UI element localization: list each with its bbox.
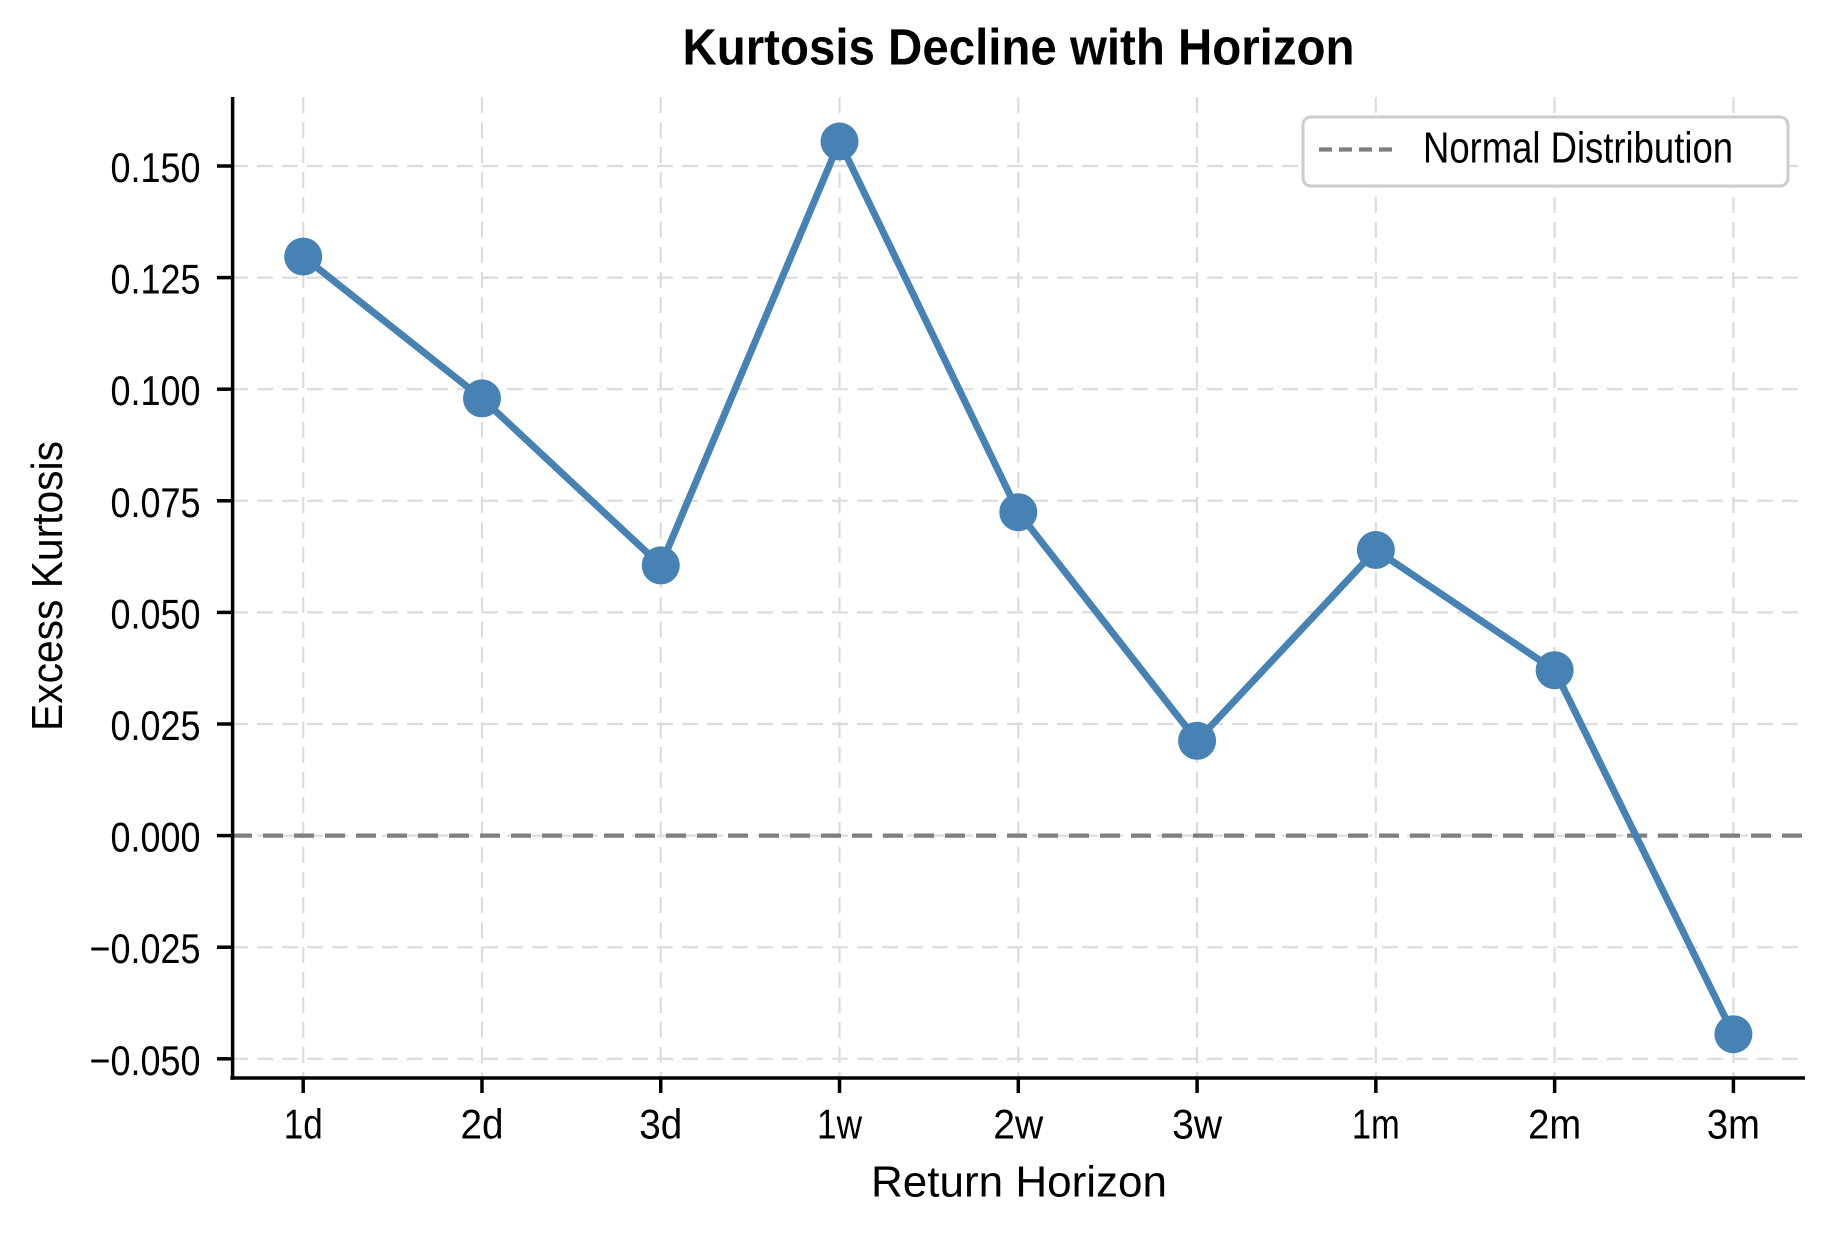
svg-text:−0.050: −0.050 xyxy=(90,1037,201,1084)
svg-text:2d: 2d xyxy=(460,1101,503,1148)
svg-text:0.050: 0.050 xyxy=(111,590,201,637)
svg-text:0.000: 0.000 xyxy=(111,814,201,861)
svg-text:2m: 2m xyxy=(1528,1101,1581,1148)
svg-text:0.100: 0.100 xyxy=(111,367,201,414)
svg-text:Return Horizon: Return Horizon xyxy=(871,1158,1167,1207)
svg-text:1d: 1d xyxy=(284,1101,323,1148)
svg-text:3m: 3m xyxy=(1707,1101,1760,1148)
svg-text:1m: 1m xyxy=(1352,1101,1400,1148)
svg-text:3d: 3d xyxy=(639,1101,682,1148)
svg-text:2w: 2w xyxy=(993,1101,1044,1148)
svg-text:Normal Distribution: Normal Distribution xyxy=(1423,124,1733,173)
svg-text:0.075: 0.075 xyxy=(111,479,201,526)
svg-text:0.025: 0.025 xyxy=(111,702,201,749)
svg-text:0.125: 0.125 xyxy=(111,256,201,303)
svg-text:Kurtosis Decline with Horizon: Kurtosis Decline with Horizon xyxy=(683,19,1355,76)
svg-text:0.150: 0.150 xyxy=(111,144,201,191)
svg-text:3w: 3w xyxy=(1172,1101,1223,1148)
svg-text:−0.025: −0.025 xyxy=(90,925,201,972)
svg-text:Excess Kurtosis: Excess Kurtosis xyxy=(23,441,72,731)
svg-text:1w: 1w xyxy=(817,1101,863,1148)
